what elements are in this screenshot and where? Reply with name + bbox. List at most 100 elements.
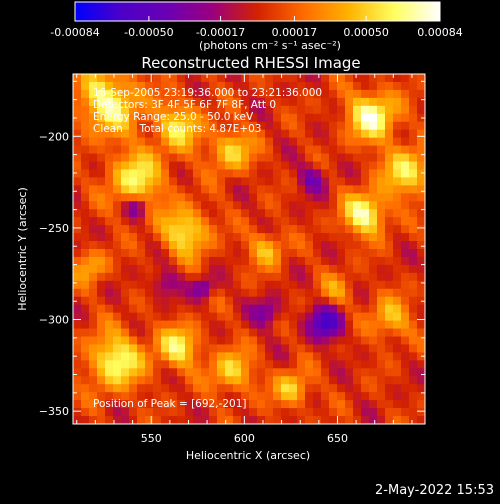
heatmap-cell <box>273 121 282 131</box>
heatmap-cell <box>177 384 186 393</box>
heatmap-cell <box>137 74 146 83</box>
heatmap-cell <box>401 193 410 202</box>
heatmap-cell <box>73 328 82 338</box>
heatmap-cell <box>257 209 266 218</box>
heatmap-cell <box>409 400 418 409</box>
heatmap-cell <box>369 145 378 155</box>
heatmap-cell <box>257 74 266 83</box>
heatmap-cell <box>417 360 425 369</box>
heatmap-cell <box>409 288 418 298</box>
peak-position-label: Position of Peak = [692,-201] <box>93 398 247 410</box>
heatmap-cell <box>329 193 338 202</box>
heatmap-cell <box>265 264 274 274</box>
heatmap-cell <box>409 352 418 361</box>
heatmap-cell <box>289 344 298 353</box>
heatmap-cell <box>249 256 258 266</box>
heatmap-cell <box>249 272 258 282</box>
heatmap-cell <box>185 264 194 274</box>
heatmap-cell <box>233 264 242 274</box>
heatmap-cell <box>169 89 178 99</box>
heatmap-cell <box>161 249 170 258</box>
heatmap-cell <box>209 384 218 393</box>
heatmap-cell <box>185 81 194 91</box>
heatmap-cell <box>409 89 418 99</box>
heatmap-cell <box>73 81 82 91</box>
heatmap-cell <box>233 129 242 139</box>
heatmap-cell <box>177 209 186 218</box>
heatmap-cell <box>225 185 234 194</box>
heatmap-cell <box>273 74 282 83</box>
heatmap-cell <box>225 392 234 401</box>
heatmap-cell <box>401 121 410 131</box>
heatmap-cell <box>401 249 410 258</box>
heatmap-cell <box>401 97 410 107</box>
heatmap-cell <box>193 249 202 258</box>
heatmap-cell <box>81 256 90 266</box>
heatmap-cell <box>209 296 218 306</box>
heatmap-cell <box>113 169 122 178</box>
heatmap-cell <box>369 360 378 369</box>
heatmap-cell <box>137 105 146 115</box>
heatmap-cell <box>265 312 274 322</box>
heatmap-cell <box>185 272 194 282</box>
heatmap-cell <box>201 352 210 361</box>
heatmap-cell <box>121 344 130 353</box>
heatmap-cell <box>297 113 306 123</box>
heatmap-cell <box>193 376 202 385</box>
heatmap-cell <box>153 225 162 234</box>
heatmap-cell <box>129 360 138 369</box>
heatmap-cell <box>153 193 162 202</box>
heatmap-cell <box>225 129 234 139</box>
heatmap-cell <box>201 129 210 139</box>
heatmap-cell <box>97 121 106 131</box>
heatmap-cell <box>345 336 354 346</box>
heatmap-cell <box>353 336 362 346</box>
heatmap-cell <box>353 400 362 409</box>
heatmap-cell <box>113 89 122 99</box>
heatmap-cell <box>305 81 314 91</box>
heatmap-cell <box>113 312 122 322</box>
heatmap-cell <box>97 392 106 401</box>
heatmap-cell <box>233 328 242 338</box>
heatmap-cell <box>209 129 218 139</box>
heatmap-cell <box>225 344 234 353</box>
heatmap-cell <box>337 241 346 250</box>
heatmap-cell <box>417 312 425 322</box>
heatmap-cell <box>233 74 242 83</box>
heatmap-cell <box>329 376 338 385</box>
heatmap-cell <box>305 272 314 282</box>
heatmap-cell <box>137 280 146 290</box>
heatmap-cell <box>257 193 266 202</box>
heatmap-cell <box>337 408 346 417</box>
heatmap-cell <box>393 153 402 163</box>
heatmap-cell <box>129 97 138 107</box>
heatmap-cell <box>89 113 98 123</box>
heatmap-cell <box>81 193 90 202</box>
heatmap-cell <box>337 312 346 322</box>
heatmap-cell <box>81 384 90 393</box>
heatmap-cell <box>393 384 402 393</box>
heatmap-cell <box>121 113 130 123</box>
heatmap-cell <box>177 376 186 385</box>
heatmap-cell <box>417 328 425 338</box>
heatmap-cell <box>417 288 425 298</box>
heatmap-cell <box>241 169 250 178</box>
heatmap-cell <box>137 360 146 369</box>
heatmap-cell <box>153 217 162 226</box>
heatmap-cell <box>289 161 298 171</box>
heatmap-cell <box>177 272 186 282</box>
heatmap-cell <box>89 249 98 258</box>
heatmap-cell <box>345 368 354 377</box>
heatmap-cell <box>161 169 170 178</box>
heatmap-cell <box>313 256 322 266</box>
heatmap-cell <box>129 249 138 258</box>
heatmap-cell <box>345 328 354 338</box>
heatmap-cell <box>137 145 146 155</box>
heatmap-cell <box>329 241 338 250</box>
heatmap-cell <box>209 225 218 234</box>
heatmap-cell <box>337 105 346 115</box>
heatmap-cell <box>281 400 290 409</box>
heatmap-cell <box>121 217 130 226</box>
heatmap-cell <box>401 74 410 83</box>
heatmap-cell <box>281 201 290 210</box>
